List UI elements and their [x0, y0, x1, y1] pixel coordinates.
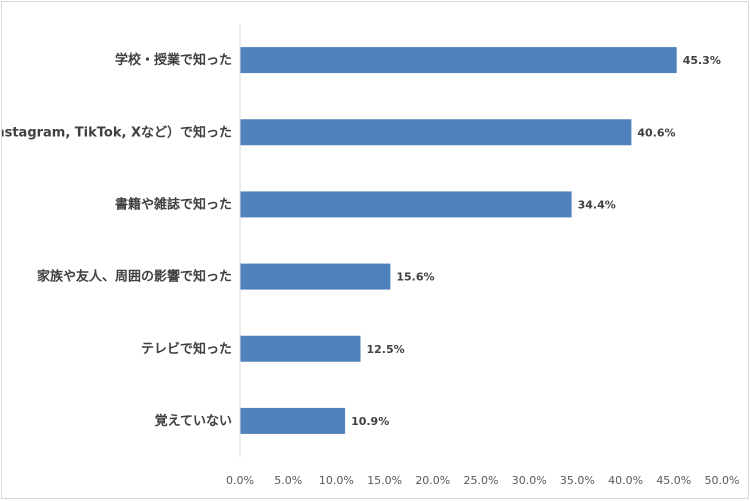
x-tick-label: 10.0%: [319, 474, 354, 487]
bar: [240, 191, 572, 218]
bar: [240, 119, 632, 146]
x-tick-label: 35.0%: [560, 474, 595, 487]
data-label: 45.3%: [683, 54, 721, 67]
x-tick-label: 20.0%: [415, 474, 450, 487]
category-label: 覚えていない: [154, 413, 232, 429]
category-label: SNS（Instagram, TikTok, Xなど）で知った: [2, 124, 232, 140]
x-tick-label: 50.0%: [705, 474, 740, 487]
bars-layer: 45.3% 40.6% 34.4% 15.6% 12.5% 10.9%: [240, 47, 721, 434]
category-label: テレビで知った: [141, 341, 232, 357]
bar: [240, 263, 391, 290]
data-label: 34.4%: [578, 198, 616, 211]
category-label: 家族や友人、周囲の影響で知った: [37, 269, 232, 285]
x-tick-label: 5.0%: [274, 474, 302, 487]
data-label: 40.6%: [637, 126, 675, 139]
x-tick-label: 15.0%: [367, 474, 402, 487]
x-tick-label: 45.0%: [656, 474, 691, 487]
x-tick-label: 25.0%: [464, 474, 499, 487]
axis-layer: 学校・授業で知った SNS（Instagram, TikTok, Xなど）で知った…: [2, 24, 739, 487]
x-tick-label: 0.0%: [226, 474, 254, 487]
category-label: 書籍や雑誌で知った: [115, 196, 232, 212]
data-label: 12.5%: [367, 343, 405, 356]
bar: [240, 407, 346, 434]
bar: [240, 335, 361, 362]
data-label: 15.6%: [396, 271, 434, 284]
category-label: 学校・授業で知った: [115, 52, 232, 68]
bar: [240, 47, 677, 74]
data-label: 10.9%: [351, 415, 389, 428]
x-tick-label: 30.0%: [512, 474, 547, 487]
x-tick-label: 40.0%: [608, 474, 643, 487]
